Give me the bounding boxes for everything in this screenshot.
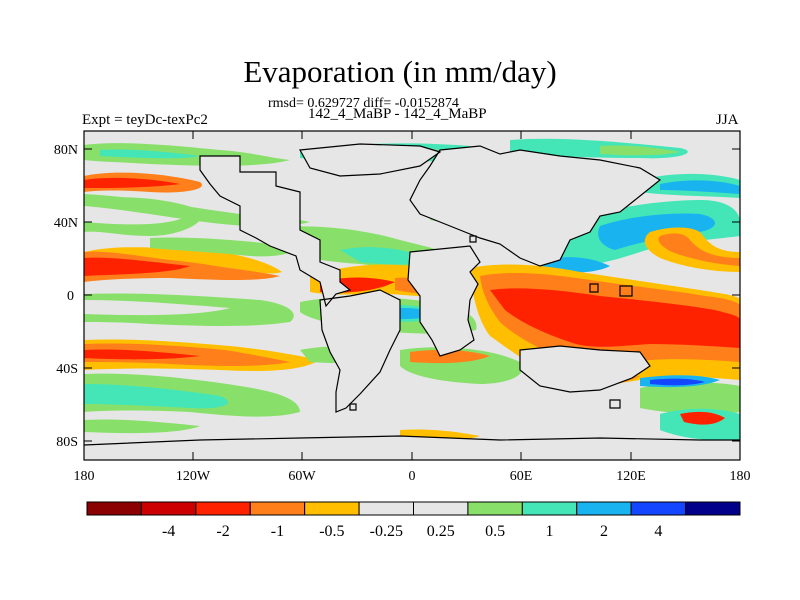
coastlines: [84, 143, 740, 446]
colorbar-swatch: [630, 501, 687, 516]
lon-tick-marks: [192, 131, 632, 460]
anomaly-region: [410, 349, 490, 364]
colorbar-label: -2: [216, 523, 229, 540]
colorbar-swatch: [413, 501, 469, 516]
colorbar-label: -4: [162, 523, 175, 540]
lat-label-40s: 40S: [56, 362, 78, 377]
anomaly-region: [640, 382, 740, 415]
anomaly-region: [84, 300, 230, 316]
land-north-america: [200, 156, 350, 306]
colorbar-swatch: [304, 501, 360, 516]
anomaly-region: [150, 237, 293, 257]
lon-label-60w: 60W: [288, 469, 316, 484]
colorbar-swatch: [685, 501, 741, 516]
lon-label-120w: 120W: [176, 469, 211, 484]
colorbar-swatch: [140, 501, 197, 516]
plot-title: Evaporation (in mm/day): [243, 54, 557, 89]
colorbar-label: 0.5: [485, 523, 505, 540]
lon-label-180e: 180: [730, 469, 751, 484]
colorbar-swatch: [86, 501, 142, 516]
anomaly-region: [340, 247, 430, 265]
colorbar-swatch: [195, 501, 251, 516]
colorbar-swatch: [521, 501, 578, 516]
cases-text: 142_4_MaBP - 142_4_MaBP: [308, 106, 487, 122]
season-label: JJA: [716, 112, 739, 128]
anomaly-region: [84, 384, 229, 409]
lat-tick-marks: [84, 148, 740, 442]
anomaly-region: [600, 145, 680, 156]
lat-label-40n: 40N: [54, 216, 78, 231]
colorbar-swatch: [467, 501, 523, 516]
lon-tick-labels: 180 120W 60W 0 60E 120E 180: [74, 469, 751, 484]
anomaly-region: [84, 419, 200, 434]
lat-tick-labels: 80N 40N 0 40S 80S: [54, 143, 78, 450]
colorbar-label: 2: [600, 523, 608, 540]
anomaly-region: [84, 177, 180, 188]
anomaly-region: [658, 233, 740, 266]
land-australia: [520, 346, 650, 392]
colorbar-label: 0.25: [427, 523, 455, 540]
anomaly-region: [84, 247, 282, 274]
stats-text: rmsd= 0.629727 diff= -0.0152874: [268, 96, 459, 111]
anomaly-region: [660, 180, 740, 194]
lat-label-80n: 80N: [54, 143, 78, 158]
anomaly-region: [100, 149, 200, 159]
lon-label-0: 0: [409, 469, 416, 484]
lon-label-60e: 60E: [510, 469, 533, 484]
lat-label-80s: 80S: [56, 435, 78, 450]
anomaly-region: [680, 411, 725, 425]
colorbar: -4 -2 -1 -0.5 -0.25 0.25 0.5 1 2 4: [86, 501, 741, 540]
anomaly-region: [84, 349, 200, 360]
lat-label-0: 0: [67, 289, 74, 304]
colorbar-swatch: [576, 501, 632, 516]
colorbar-label: 1: [546, 523, 554, 540]
lon-label-120e: 120E: [616, 469, 646, 484]
land-antarctica: [84, 436, 740, 460]
colorbar-label: 4: [654, 523, 662, 540]
experiment-label: Expt = teyDc-texPc2: [82, 112, 208, 128]
lon-label-180w: 180: [74, 469, 95, 484]
anomaly-region: [650, 378, 705, 386]
colorbar-swatch: [249, 501, 306, 516]
colorbar-label: -1: [271, 523, 284, 540]
land-eurasia: [410, 146, 660, 266]
anomaly-region: [84, 257, 190, 276]
land-south-america: [320, 290, 400, 412]
colorbar-label: -0.25: [370, 523, 403, 540]
land-africa: [408, 246, 480, 356]
colorbar-label: -0.5: [319, 523, 344, 540]
colorbar-swatch: [358, 501, 414, 516]
evaporation-field: [84, 131, 740, 460]
anomaly-region: [490, 288, 740, 348]
land-greenland: [300, 144, 440, 176]
